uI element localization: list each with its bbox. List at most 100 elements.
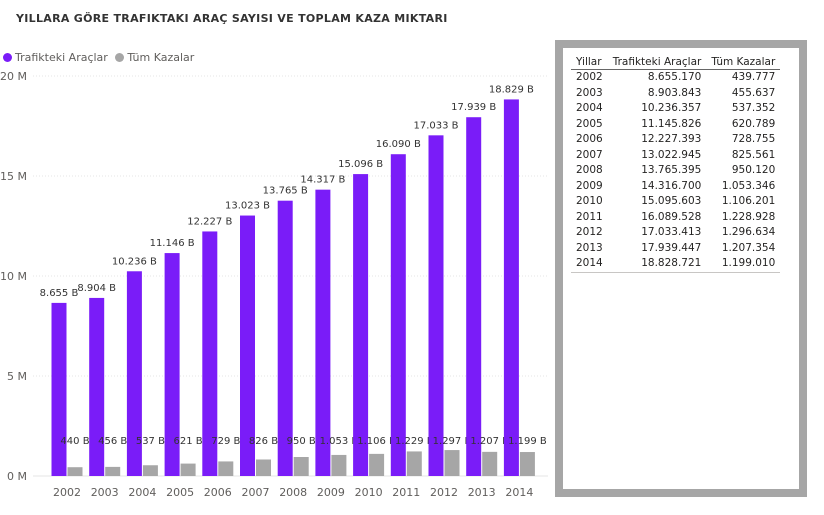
legend-swatch-vehicles <box>3 53 12 62</box>
x-tick-label: 2013 <box>468 486 496 499</box>
bar-vehicles <box>202 231 218 476</box>
data-label-accidents: 1.207 B <box>470 436 509 447</box>
table-row[interactable]: 2012 17.033.413 1.296.634 <box>571 225 780 241</box>
bar-vehicles <box>466 117 482 476</box>
x-tick-label: 2008 <box>279 486 307 499</box>
bar-accidents <box>406 451 422 476</box>
data-label-vehicles: 15.096 B <box>338 159 383 170</box>
data-label-vehicles: 8.904 B <box>77 283 116 294</box>
data-table-card: Yillar Trafikteki Araçlar Tüm Kazalar 20… <box>555 40 807 497</box>
data-label-vehicles: 11.146 B <box>150 238 195 249</box>
data-label-accidents: 729 B <box>211 436 240 447</box>
data-label-accidents: 621 B <box>174 436 203 447</box>
table-cell-vehicles: 11.145.826 <box>641 117 702 130</box>
table-cell-year: 2010 <box>576 195 603 208</box>
table-cell-year: 2003 <box>576 86 603 99</box>
table-cell-accidents: 455.637 <box>731 86 776 99</box>
table-cell-accidents: 1.296.634 <box>721 226 776 239</box>
data-label-accidents: 1.199 B <box>508 436 547 447</box>
data-label-accidents: 1.297 B <box>433 436 472 447</box>
y-tick-label: 10 M <box>0 270 27 283</box>
table-cell-year: 2011 <box>576 210 603 223</box>
bar-accidents <box>331 454 347 476</box>
x-tick-label: 2014 <box>505 486 533 499</box>
chart-legend: Trafikteki Araçlar Tüm Kazalar <box>3 51 198 65</box>
legend-label-accidents: Tüm Kazalar <box>127 51 195 64</box>
table-cell-accidents: 439.777 <box>731 71 776 84</box>
table-row[interactable]: 2014 18.828.721 1.199.010 <box>571 256 781 273</box>
table-row[interactable]: 2011 16.089.528 1.228.928 <box>571 210 780 226</box>
table-cell-accidents: 1.207.354 <box>721 241 776 254</box>
x-tick-label: 2003 <box>91 486 119 499</box>
data-table: Yillar Trafikteki Araçlar Tüm Kazalar 20… <box>571 54 781 273</box>
table-cell-year: 2012 <box>576 226 603 239</box>
table-row[interactable]: 2007 13.022.945 825.561 <box>571 148 780 164</box>
legend-swatch-accidents <box>115 53 125 62</box>
table-row[interactable]: 2009 14.316.700 1.053.346 <box>571 179 780 195</box>
data-label-vehicles: 13.765 B <box>263 186 308 197</box>
data-label-vehicles: 14.317 B <box>300 175 345 186</box>
table-cell-vehicles: 16.089.528 <box>641 210 702 223</box>
table-cell-year: 2005 <box>576 117 603 130</box>
bar-vehicles <box>51 302 67 476</box>
table-cell-accidents: 728.755 <box>731 133 776 146</box>
data-label-vehicles: 18.829 B <box>489 84 534 95</box>
y-tick-label: 15 M <box>0 170 27 183</box>
table-row[interactable]: 2004 10.236.357 537.352 <box>571 101 780 117</box>
data-label-vehicles: 17.033 B <box>413 120 458 131</box>
table-row[interactable]: 2003 8.903.843 455.637 <box>571 86 780 102</box>
table-cell-vehicles: 17.939.447 <box>641 241 702 254</box>
bar-accidents <box>105 466 121 476</box>
data-label-vehicles: 16.090 B <box>376 139 421 150</box>
x-tick-label: 2002 <box>53 486 81 499</box>
bar-vehicles <box>390 154 406 476</box>
table-header-vehicles[interactable]: Trafikteki Araçlar <box>607 54 707 70</box>
chart-title: YILLARA GÖRE TRAFIKTAKI ARAÇ SAYISI VE T… <box>16 12 448 25</box>
bar-accidents <box>67 467 83 476</box>
table-cell-accidents: 1.228.928 <box>721 210 776 223</box>
table-cell-accidents: 950.120 <box>731 164 776 177</box>
y-tick-label: 5 M <box>7 370 27 383</box>
table-cell-accidents: 825.561 <box>731 148 776 161</box>
table-row[interactable]: 2002 8.655.170 439.777 <box>571 70 780 86</box>
x-tick-label: 2009 <box>317 486 345 499</box>
bar-vehicles <box>428 135 444 477</box>
table-row[interactable]: 2008 13.765.395 950.120 <box>571 163 780 179</box>
table-cell-accidents: 1.106.201 <box>721 195 776 208</box>
data-label-vehicles: 12.227 B <box>187 216 232 227</box>
data-label-vehicles: 10.236 B <box>112 256 157 267</box>
bar-chart: 0 M 5 M 10 M 15 M 20 M 8.655 B 440 B 2002 8.904 … <box>0 70 548 499</box>
bar-accidents <box>482 451 498 476</box>
bar-vehicles <box>240 215 255 476</box>
legend-item-vehicles[interactable]: Trafikteki Araçlar <box>3 51 108 64</box>
table-cell-vehicles: 13.022.945 <box>641 148 702 161</box>
table-row[interactable]: 2005 11.145.826 620.789 <box>571 117 780 133</box>
y-tick-label: 0 M <box>7 470 27 483</box>
table-row[interactable]: 2010 15.095.603 1.106.201 <box>571 194 780 210</box>
x-tick-label: 2005 <box>166 486 194 499</box>
legend-item-accidents[interactable]: Tüm Kazalar <box>115 51 194 64</box>
table-cell-year: 2006 <box>576 133 603 146</box>
data-label-accidents: 1.229 B <box>395 436 434 447</box>
bar-vehicles <box>315 189 331 476</box>
table-cell-year: 2013 <box>576 241 603 254</box>
table-cell-year: 2004 <box>576 102 603 115</box>
bar-accidents <box>444 450 460 476</box>
table-cell-vehicles: 8.655.170 <box>647 71 702 84</box>
bar-accidents <box>519 452 535 476</box>
data-label-accidents: 826 B <box>249 436 278 447</box>
table-row[interactable]: 2006 12.227.393 728.755 <box>571 132 780 148</box>
table-cell-accidents: 620.789 <box>731 117 776 130</box>
bar-vehicles <box>164 253 180 476</box>
table-cell-accidents: 1.053.346 <box>721 179 776 192</box>
data-label-accidents: 456 B <box>98 436 127 447</box>
table-header-row: Yillar Trafikteki Araçlar Tüm Kazalar <box>571 54 781 70</box>
table-header-accidents[interactable]: Tüm Kazalar <box>706 54 781 70</box>
data-label-accidents: 537 B <box>136 436 165 447</box>
table-header-year[interactable]: Yillar <box>571 54 608 70</box>
table-row[interactable]: 2013 17.939.447 1.207.354 <box>571 241 780 257</box>
x-tick-label: 2004 <box>128 486 156 499</box>
x-tick-label: 2011 <box>392 486 420 499</box>
table-cell-vehicles: 8.903.843 <box>647 86 702 99</box>
bar-accidents <box>142 465 158 476</box>
